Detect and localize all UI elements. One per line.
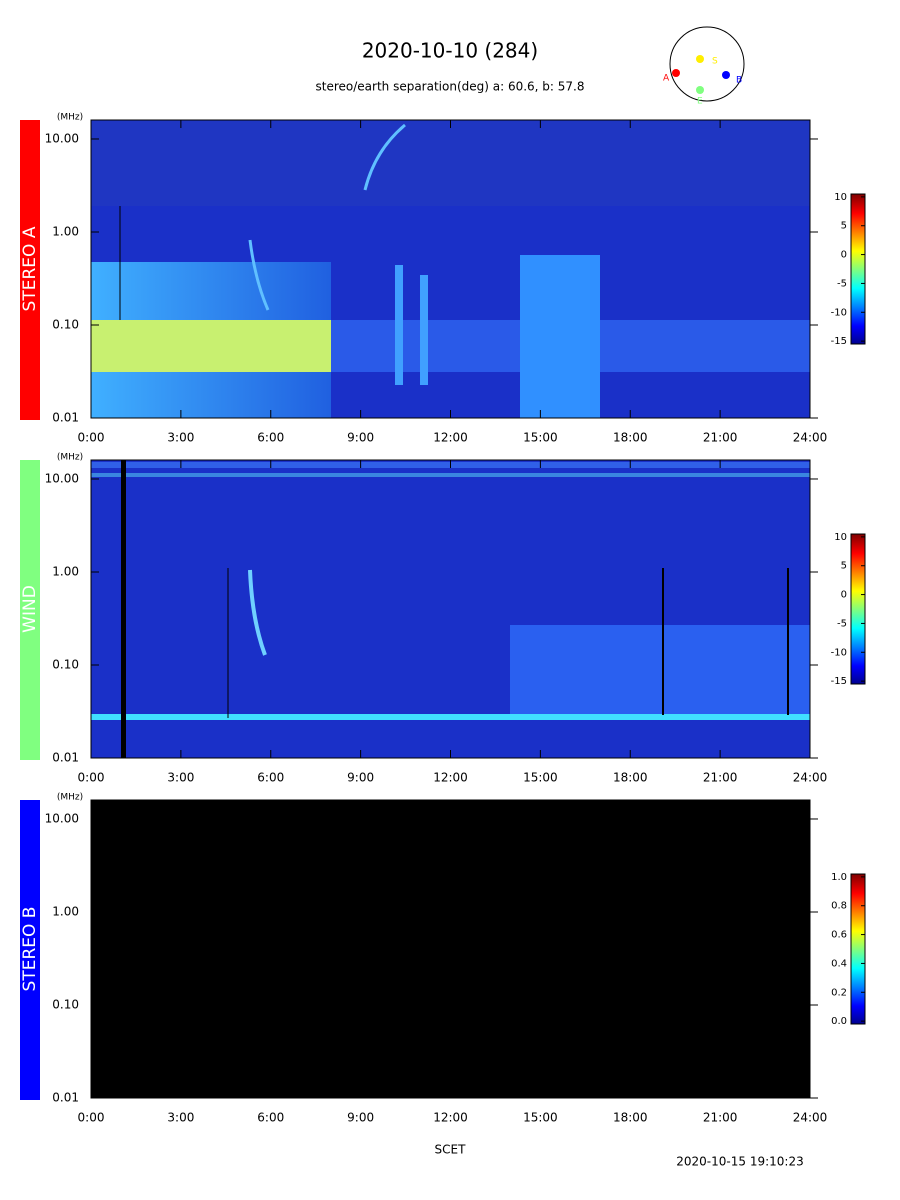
x-axis-label: SCET <box>435 1143 467 1157</box>
y-tick-label: 0.10 <box>52 997 79 1011</box>
colorbar-tick-label: 10 <box>834 192 847 203</box>
colorbar-tick-label: -5 <box>837 278 847 289</box>
burst <box>248 239 270 311</box>
panel-label-bar <box>20 800 40 1100</box>
y-tick-label: 1.00 <box>52 904 79 918</box>
x-tick-label: 6:00 <box>257 431 284 445</box>
sun-label: S <box>712 57 718 67</box>
colorbar-tick-label: 0.0 <box>831 1016 847 1027</box>
colorbar-tick-label: 0 <box>841 250 847 261</box>
burst <box>248 569 267 656</box>
colorbar-tick-label: 0.4 <box>831 958 847 969</box>
y-tick-label: 1.00 <box>52 564 79 578</box>
x-tick-label: 15:00 <box>523 1111 558 1125</box>
orbit-diagram: S A B E <box>663 26 745 107</box>
emission <box>520 255 600 418</box>
panel-label-bar <box>20 460 40 760</box>
colorbar-tick-label: -10 <box>831 647 847 658</box>
y-tick-label: 0.10 <box>52 317 79 331</box>
y-unit: (MHz) <box>57 113 83 123</box>
x-tick-label: 18:00 <box>613 1111 648 1125</box>
background-level <box>91 714 810 720</box>
colorbar-tick-label: -15 <box>831 336 847 347</box>
emission <box>91 473 810 477</box>
y-tick-label: 0.01 <box>52 751 79 765</box>
x-tick-label: 21:00 <box>703 431 738 445</box>
spectrogram-wind <box>91 460 810 758</box>
x-tick-label: 9:00 <box>347 1111 374 1125</box>
x-tick-label: 3:00 <box>167 431 194 445</box>
panel-label: STEREO B <box>20 907 40 992</box>
panel-label-bar <box>20 120 40 420</box>
noise-band <box>91 120 810 206</box>
colorbar-tick-label: 1.0 <box>831 872 847 883</box>
spectrogram-a <box>91 120 810 418</box>
y-tick-label: 0.10 <box>52 657 79 671</box>
x-tick-label: 0:00 <box>78 1111 105 1125</box>
x-tick-label: 12:00 <box>433 1111 468 1125</box>
earth <box>696 86 704 94</box>
colorbar-tick-label: -15 <box>831 676 847 687</box>
colorbar-tick-label: 0 <box>841 590 847 601</box>
earth-label: E <box>697 97 703 107</box>
colorbar-tick-label: 0.2 <box>831 987 847 998</box>
x-tick-label: 6:00 <box>257 771 284 785</box>
colorbar-tick-label: 0.8 <box>831 901 847 912</box>
y-tick-label: 10.00 <box>45 471 79 485</box>
burst <box>363 123 406 191</box>
x-tick-label: 9:00 <box>347 431 374 445</box>
orbit <box>669 26 745 102</box>
x-tick-label: 21:00 <box>703 771 738 785</box>
stereo-a <box>672 69 680 77</box>
x-tick-label: 12:00 <box>433 771 468 785</box>
x-tick-label: 24:00 <box>793 771 828 785</box>
x-tick-label: 6:00 <box>257 1111 284 1125</box>
gap <box>121 460 126 758</box>
x-tick-label: 15:00 <box>523 431 558 445</box>
emission <box>395 265 403 385</box>
emission <box>510 625 810 718</box>
x-tick-label: 21:00 <box>703 1111 738 1125</box>
b-label: B <box>736 76 742 86</box>
x-tick-label: 15:00 <box>523 771 558 785</box>
panel-label: STEREO A <box>20 226 40 311</box>
emission <box>420 275 428 385</box>
colorbar-tick-label: -10 <box>831 307 847 318</box>
x-tick-label: 18:00 <box>613 431 648 445</box>
colorbar <box>850 533 866 685</box>
x-tick-label: 3:00 <box>167 1111 194 1125</box>
x-tick-label: 24:00 <box>793 1111 828 1125</box>
colorbar <box>850 193 866 345</box>
a-label: A <box>663 74 670 84</box>
emission <box>91 320 331 372</box>
panel-label: WIND <box>20 585 40 633</box>
timestamp: 2020-10-15 19:10:23 <box>676 1155 803 1169</box>
stereo-b <box>722 71 730 79</box>
colorbar <box>850 873 866 1025</box>
colorbar-tick-label: 10 <box>834 532 847 543</box>
y-tick-label: 0.01 <box>52 1091 79 1105</box>
x-tick-label: 12:00 <box>433 431 468 445</box>
colorbar-tick-label: 5 <box>841 561 847 572</box>
x-tick-label: 0:00 <box>78 431 105 445</box>
y-unit: (MHz) <box>57 453 83 463</box>
colorbar-tick-label: -5 <box>837 618 847 629</box>
spectrogram-b <box>91 800 810 1098</box>
y-tick-label: 10.00 <box>45 131 79 145</box>
x-tick-label: 3:00 <box>167 771 194 785</box>
sun <box>696 55 704 63</box>
x-tick-label: 18:00 <box>613 771 648 785</box>
y-tick-label: 10.00 <box>45 811 79 825</box>
y-tick-label: 0.01 <box>52 411 79 425</box>
y-tick-label: 1.00 <box>52 224 79 238</box>
title: 2020-10-10 (284) <box>362 39 538 63</box>
colorbar-tick-label: 0.6 <box>831 930 847 941</box>
colorbar-tick-label: 5 <box>841 221 847 232</box>
x-tick-label: 9:00 <box>347 771 374 785</box>
x-tick-label: 0:00 <box>78 771 105 785</box>
y-unit: (MHz) <box>57 793 83 803</box>
subtitle: stereo/earth separation(deg) a: 60.6, b:… <box>316 80 585 94</box>
x-tick-label: 24:00 <box>793 431 828 445</box>
